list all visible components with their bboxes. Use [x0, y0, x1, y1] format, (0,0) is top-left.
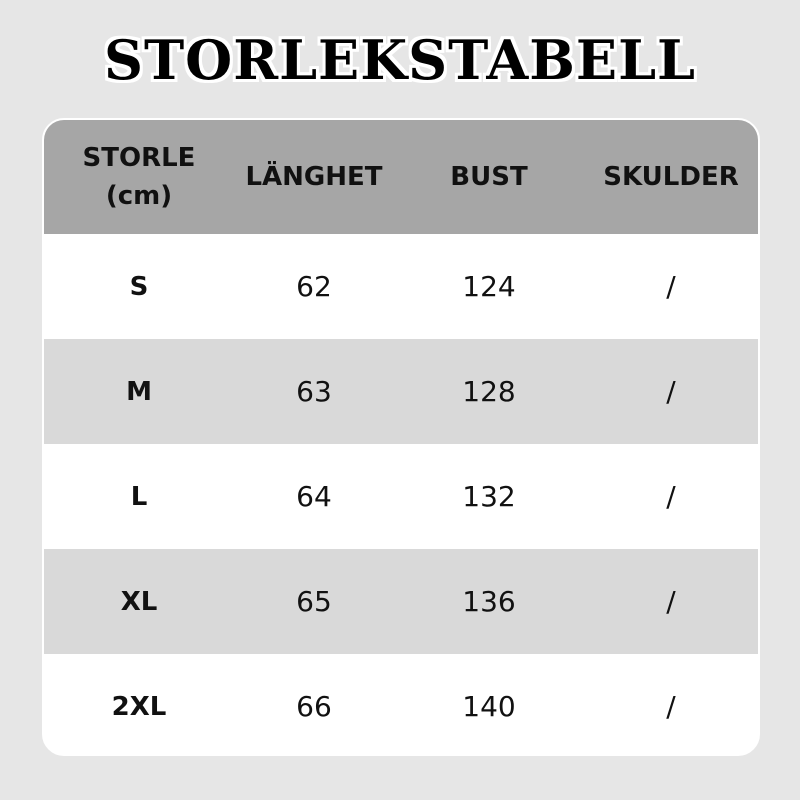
header-length: LÄNGHET: [245, 162, 383, 192]
cell-size: S: [129, 271, 149, 302]
header-bust: BUST: [450, 162, 528, 192]
table-header: STORLE (cm) LÄNGHET BUST SKULDER: [44, 120, 758, 234]
cell-bust: 124: [462, 270, 516, 303]
header-size: STORLE (cm): [44, 139, 234, 215]
header-shoulder: SKULDER: [603, 162, 739, 192]
table-row: L 64 132 /: [44, 444, 758, 549]
cell-size: L: [130, 481, 148, 512]
table-row: 2XL 66 140 /: [44, 654, 758, 754]
cell-length: 62: [296, 270, 332, 303]
cell-shoulder: /: [666, 375, 676, 408]
size-table: STORLE (cm) LÄNGHET BUST SKULDER S 62 124/M…: [42, 118, 760, 756]
table-row: XL 65 136 /: [44, 549, 758, 654]
cell-size: 2XL: [111, 691, 167, 722]
cell-shoulder: /: [666, 270, 676, 303]
cell-bust: 136: [462, 585, 516, 618]
cell-length: 66: [296, 690, 332, 723]
cell-bust: 132: [462, 480, 516, 513]
table-row: S 62 124 /: [44, 234, 758, 339]
page-title: STORLEKSTABELL: [103, 28, 697, 92]
cell-size: XL: [120, 586, 158, 617]
cell-length: 63: [296, 375, 332, 408]
cell-shoulder: /: [666, 480, 676, 513]
cell-length: 64: [296, 480, 332, 513]
cell-size: M: [126, 376, 152, 407]
table-row: M 63 128 /: [44, 339, 758, 444]
cell-shoulder: /: [666, 585, 676, 618]
cell-shoulder: /: [666, 690, 676, 723]
cell-bust: 128: [462, 375, 516, 408]
cell-length: 65: [296, 585, 332, 618]
header-size-label: STORLE: [82, 143, 196, 173]
header-unit-label: (cm): [105, 181, 173, 211]
cell-bust: 140: [462, 690, 516, 723]
